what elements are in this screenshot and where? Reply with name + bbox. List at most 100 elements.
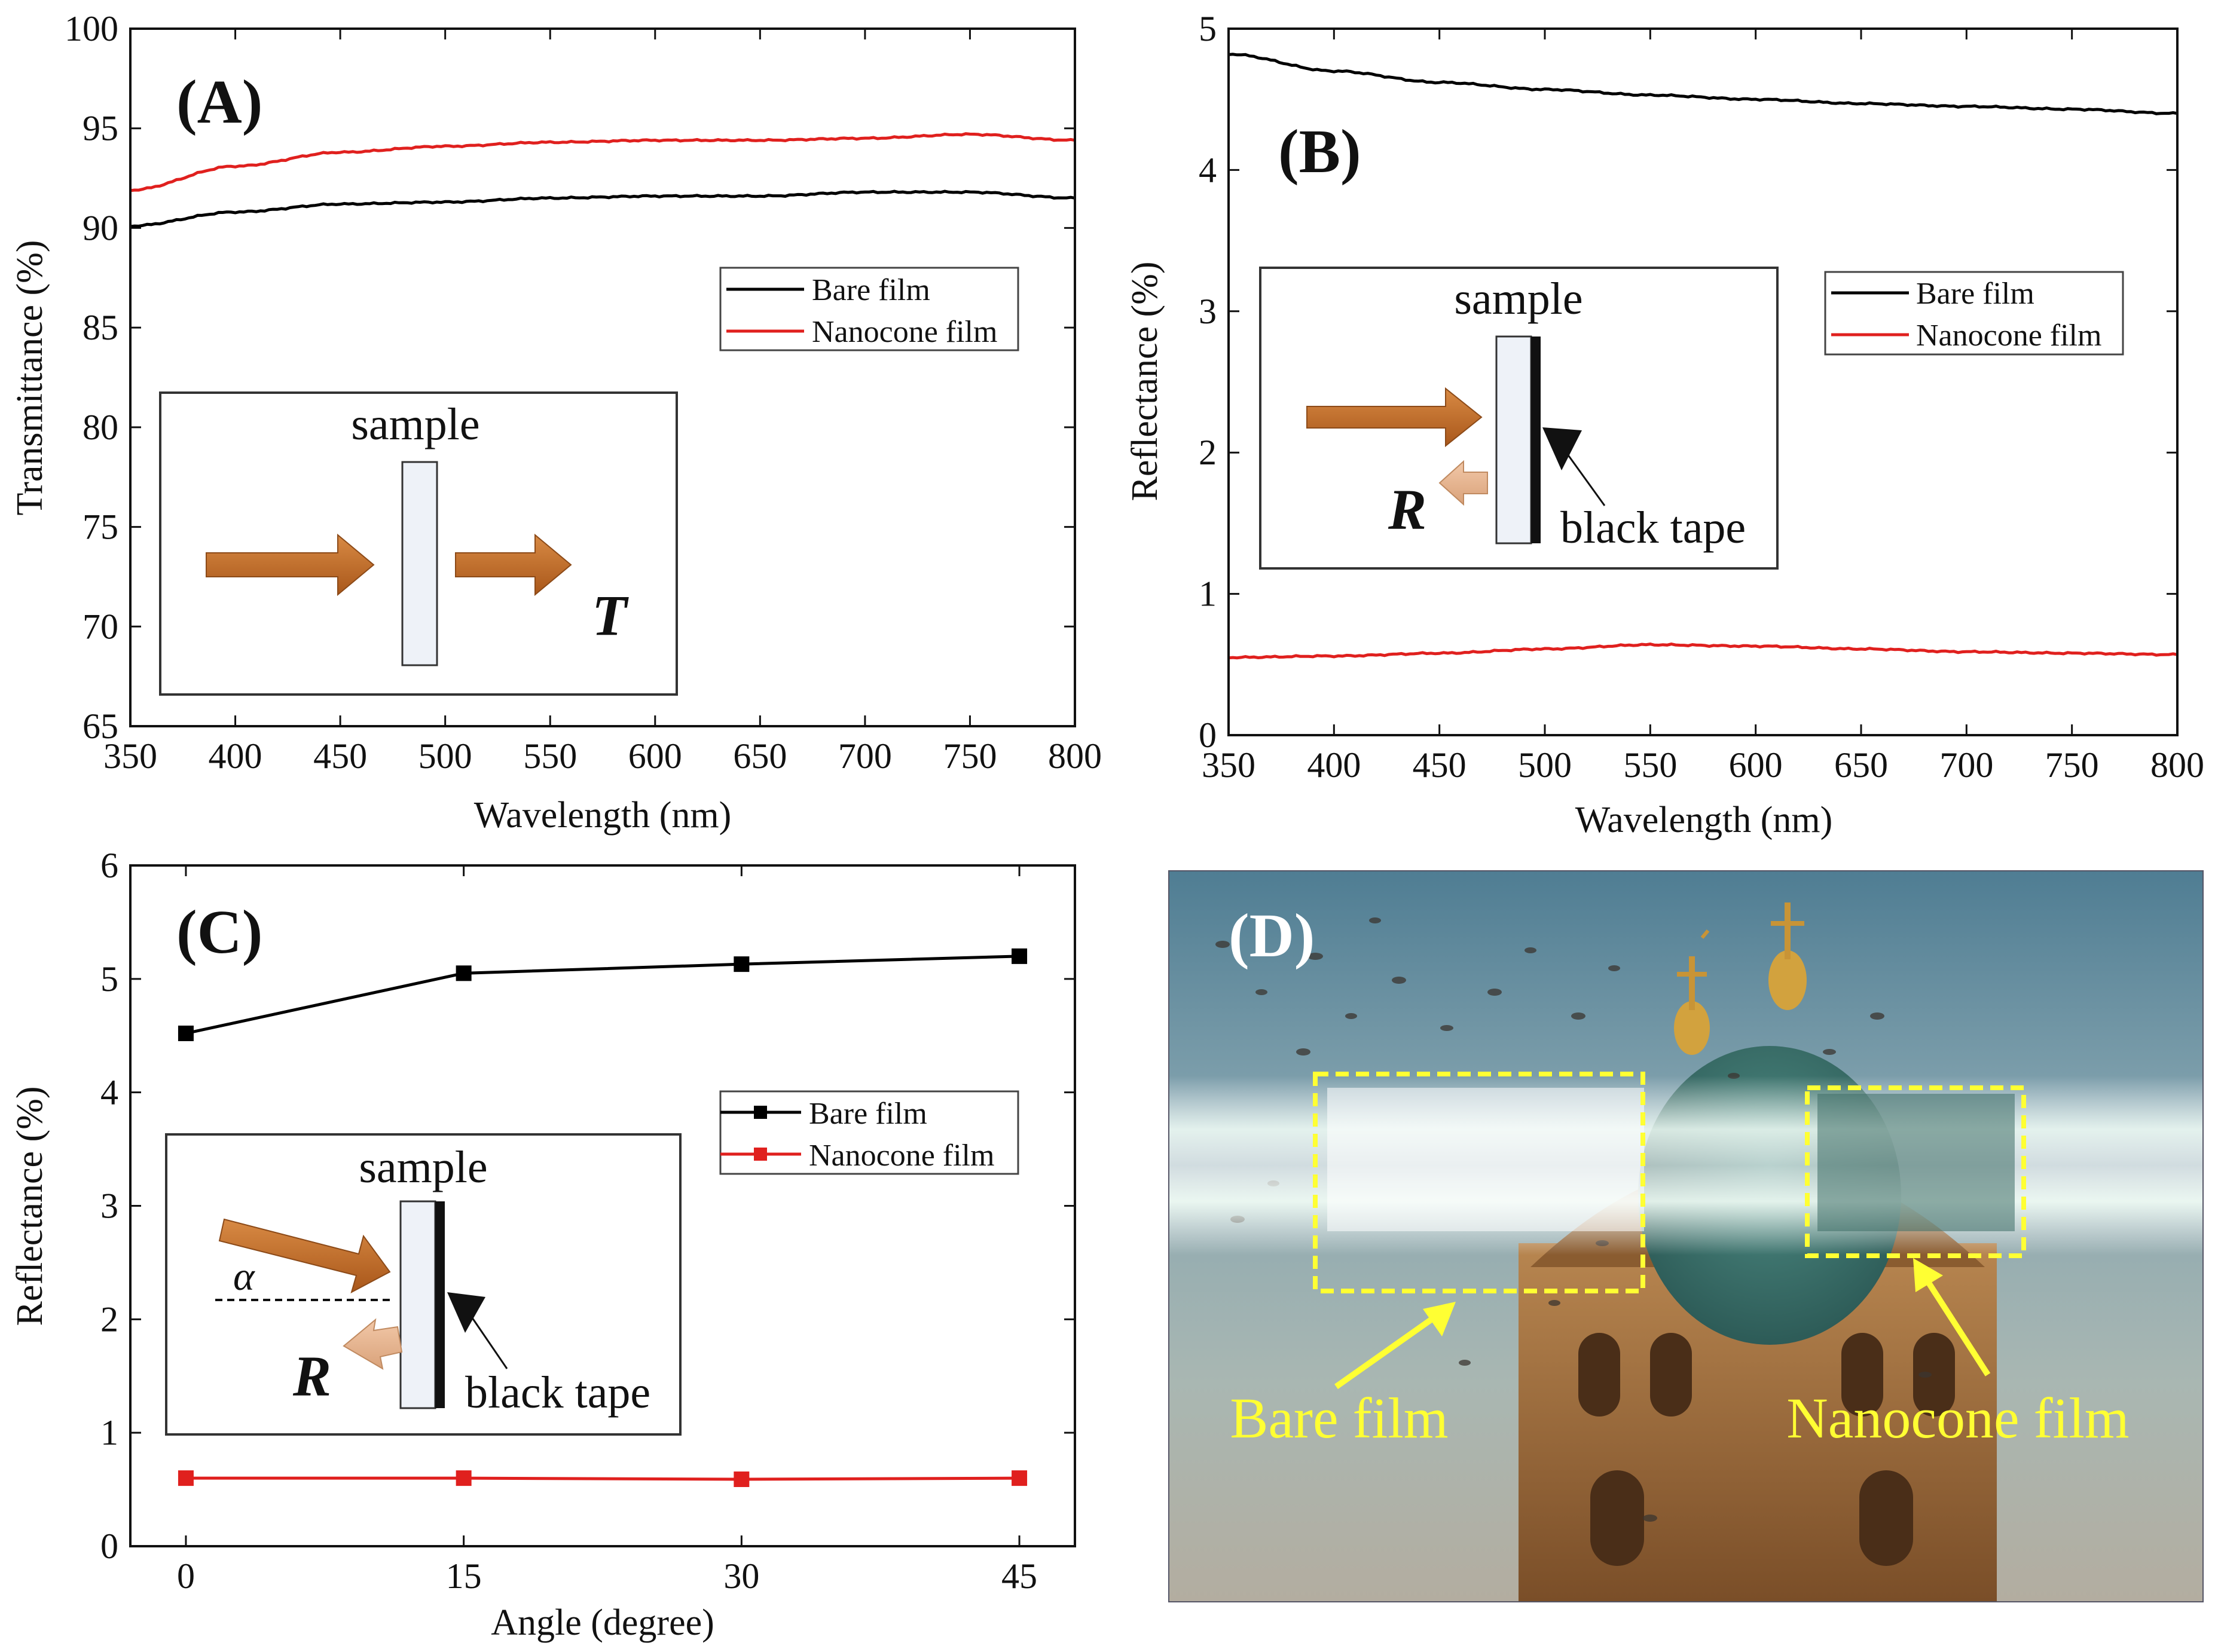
legend-bare-label: Bare film	[1916, 277, 2034, 311]
black-tape	[435, 1201, 445, 1408]
inset-sample-label: sample	[359, 1142, 487, 1192]
panel-a-frame	[129, 27, 1076, 727]
panel-b-x-axis-label: Wavelength (nm)	[1575, 800, 1833, 840]
reflected-arrow-icon	[343, 1318, 403, 1370]
x-tick-label: 30	[723, 1556, 759, 1596]
panel-c-y-axis-label: Reflectance (%)	[10, 1086, 50, 1326]
y-tick-label: 0	[100, 1526, 118, 1566]
y-tick-label: 100	[65, 9, 118, 48]
y-tick-label: 70	[83, 607, 118, 646]
transmitted-arrow-icon	[455, 533, 572, 596]
x-tick-label: 0	[177, 1556, 195, 1596]
light-glare	[1169, 1076, 2203, 1255]
sample-slab	[399, 1200, 436, 1409]
nanocone-film-highlight-box	[1805, 1085, 2026, 1258]
y-tick-label: 95	[83, 109, 118, 148]
y-tick-label: 5	[100, 959, 118, 999]
y-tick-label: 85	[83, 308, 118, 347]
series-line-0	[130, 189, 1076, 228]
panel-d-photo: (D) Bare film Nanocone film	[1168, 870, 2204, 1602]
bare-film-reflection	[1327, 1088, 1644, 1231]
legend-bare-label: Bare film	[812, 273, 930, 307]
panel-a-x-axis-label: Wavelength (nm)	[474, 795, 732, 836]
incident-arrow-icon	[1306, 387, 1483, 448]
nanocone-film-arrow-line	[1923, 1277, 1991, 1376]
inset-sample-label: sample	[351, 399, 479, 449]
panel-b-label: (B)	[1278, 117, 1361, 186]
y-tick-label: 2	[100, 1299, 118, 1339]
legend-bare-label: Bare film	[809, 1097, 927, 1131]
incident-arrow-icon	[206, 533, 375, 596]
panel-c-legend: Bare film Nanocone film	[719, 1090, 1019, 1175]
panel-b-y-axis-label: Reflectance (%)	[1125, 261, 1165, 501]
panel-b-frame	[1227, 27, 2179, 736]
y-tick-label: 1	[1199, 574, 1217, 614]
data-point-0	[1012, 948, 1028, 964]
panel-a-y-axis-label: Transmittance (%)	[10, 240, 50, 516]
nanocone-film-arrow-icon	[1913, 1258, 1943, 1292]
panel-a-plot-area: 350 400 450 500 550 600 650 700 750 800 65 70 75 80 85…	[65, 9, 1102, 776]
panel-c-label: (C)	[176, 898, 262, 966]
x-tick-label: 600	[1729, 745, 1783, 785]
x-tick-label: 400	[209, 736, 262, 776]
legend-nanocone-label: Nanocone film	[812, 315, 997, 349]
data-point-0	[456, 965, 472, 981]
x-tick-label: 700	[838, 736, 892, 776]
panel-d-label: (D)	[1229, 901, 1315, 970]
x-tick-label: 450	[313, 736, 367, 776]
panel-a: 350 400 450 500 550 600 650 700 750 800 65 70 75 80 85…	[10, 9, 1102, 836]
nanocone-film-clear-area	[1817, 1094, 2015, 1231]
x-tick-label: 350	[1202, 745, 1255, 785]
series-line-1	[130, 132, 1076, 192]
series-line-1	[1228, 643, 2178, 660]
y-tick-label: 65	[83, 706, 118, 746]
legend-nanocone-label: Nanocone film	[809, 1139, 994, 1173]
y-tick-label: 1	[100, 1413, 118, 1452]
x-tick-label: 500	[418, 736, 472, 776]
panel-b-legend: Bare film Nanocone film	[1824, 271, 2124, 356]
x-tick-label: 600	[628, 736, 682, 776]
y-tick-label: 4	[1199, 150, 1217, 189]
bare-film-highlight-box	[1313, 1072, 1645, 1293]
panel-b-inset: sample R black tape	[1259, 267, 1779, 570]
sample-slab	[401, 461, 438, 666]
tape-pointer-icon	[1542, 427, 1582, 470]
x-tick-label: 550	[523, 736, 577, 776]
x-tick-label: 350	[103, 736, 157, 776]
x-tick-label: 700	[1939, 745, 1993, 785]
panel-b: 350 400 450 500 550 600 650 700 750 800 0 1 2 3 4 5 (B)…	[1125, 9, 2204, 840]
legend-nanocone-label: Nanocone film	[1916, 319, 2101, 353]
x-tick-label: 15	[446, 1556, 482, 1596]
tape-pointer-line	[471, 1317, 508, 1369]
x-tick-label: 550	[1623, 745, 1677, 785]
photo-label-bare-film: Bare film	[1230, 1386, 1448, 1450]
reflected-arrow-icon	[1438, 460, 1488, 506]
y-tick-label: 3	[100, 1186, 118, 1226]
data-point-0	[178, 1025, 194, 1041]
x-tick-label: 750	[2045, 745, 2099, 785]
data-point-1	[1012, 1470, 1028, 1486]
inset-reflectance-symbol: R	[1388, 478, 1426, 542]
series-line-0	[185, 955, 1020, 1035]
inset-black-tape-label: black tape	[465, 1368, 650, 1418]
tape-pointer-line	[1566, 454, 1606, 506]
black-tape	[1531, 336, 1541, 543]
x-tick-label: 750	[943, 736, 997, 776]
panel-a-label: (A)	[176, 68, 262, 136]
sample-slab	[1495, 335, 1532, 544]
bare-film-arrow-line	[1334, 1312, 1440, 1390]
x-tick-label: 450	[1413, 745, 1467, 785]
series-line-1	[185, 1476, 1020, 1481]
x-tick-label: 650	[1834, 745, 1888, 785]
inset-transmittance-symbol: T	[592, 583, 629, 647]
x-tick-label: 45	[1001, 1556, 1037, 1596]
x-tick-label: 400	[1307, 745, 1361, 785]
x-tick-label: 800	[2150, 745, 2204, 785]
data-point-1	[178, 1470, 194, 1486]
photo-label-nanocone-film: Nanocone film	[1786, 1386, 2129, 1450]
inset-reflectance-symbol: R	[292, 1344, 331, 1408]
y-tick-label: 2	[1199, 433, 1217, 472]
